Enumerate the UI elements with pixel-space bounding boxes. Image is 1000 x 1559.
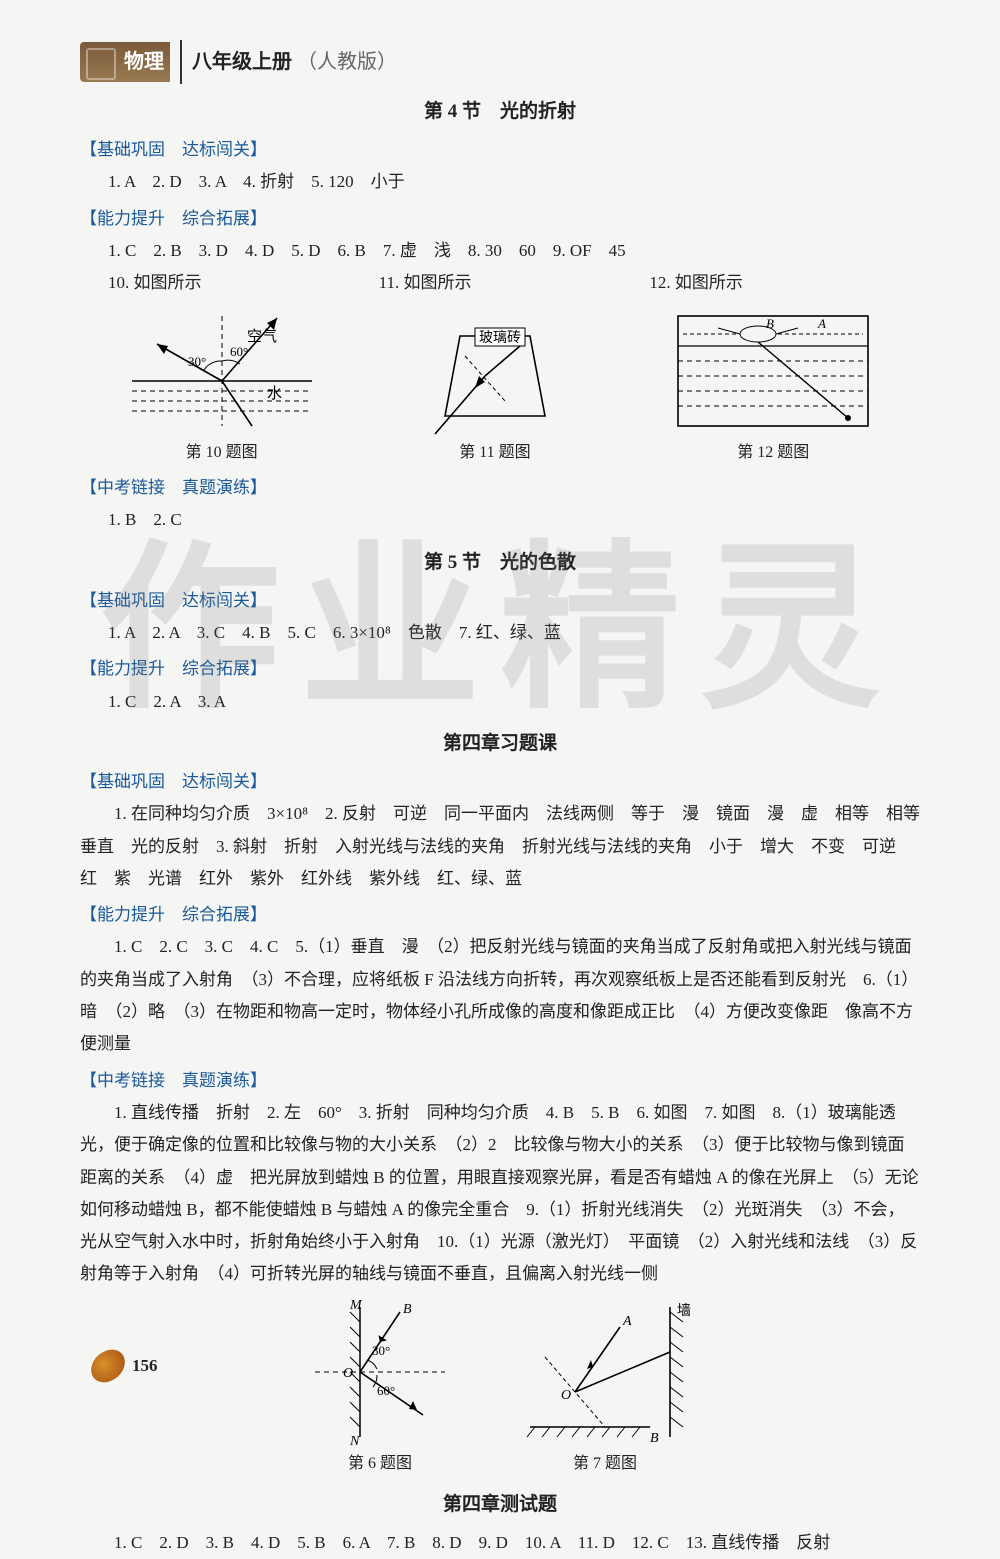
s4-zhongkao-ans: 1. B 2. C	[80, 504, 920, 536]
s5-nengli-head: 【能力提升 综合拓展】	[80, 653, 920, 685]
svg-text:M: M	[349, 1298, 363, 1313]
grade-label: 八年级上册	[192, 51, 292, 73]
s4-jichu-ans: 1. A 2. D 3. A 4. 折射 5. 120 小于	[80, 166, 920, 198]
svg-text:30°: 30°	[188, 354, 206, 369]
svg-text:B: B	[650, 1431, 659, 1446]
ch4r-nengli-head: 【能力提升 综合拓展】	[80, 899, 920, 931]
header-divider	[180, 40, 182, 84]
s4-zhongkao-head: 【中考链接 真题演练】	[80, 472, 920, 504]
fig11-caption: 第 11 题图	[405, 438, 585, 468]
fig12-caption: 第 12 题图	[668, 438, 878, 468]
s5-jichu-head: 【基础巩固 达标闯关】	[80, 585, 920, 617]
svg-text:60°: 60°	[377, 1383, 395, 1398]
section4-title: 第 4 节 光的折射	[80, 94, 920, 130]
s4-fig12-label: 12. 如图所示	[649, 267, 920, 299]
svg-text:B: B	[403, 1302, 412, 1317]
s4-nengli-head: 【能力提升 综合拓展】	[80, 203, 920, 235]
svg-text:B: B	[766, 316, 774, 331]
svg-text:水: 水	[267, 385, 282, 402]
figure-6: M B O N 30° 60° 第 6 题图	[295, 1297, 465, 1479]
svg-text:墙: 墙	[677, 1303, 691, 1319]
s4-fig11-label: 11. 如图所示	[379, 267, 650, 299]
edition-label: （人教版）	[297, 51, 397, 73]
svg-text:A: A	[622, 1314, 632, 1329]
ch4r-jichu-ans: 1. 在同种均匀介质 3×10⁸ 2. 反射 可逆 同一平面内 法线两侧 等于 …	[80, 798, 920, 895]
s4-jichu-head: 【基础巩固 达标闯关】	[80, 134, 920, 166]
s5-jichu-ans: 1. A 2. A 3. C 4. B 5. C 6. 3×10⁸ 色散 7. …	[80, 617, 920, 649]
figure-10: 30° 60° 空气 水 第 10 题图	[122, 306, 322, 468]
svg-text:60°: 60°	[230, 344, 248, 359]
svg-text:A: A	[817, 316, 826, 331]
ch4review-title: 第四章习题课	[80, 726, 920, 762]
pool-view-icon: B A	[668, 306, 878, 436]
section5-title: 第 5 节 光的色散	[80, 545, 920, 581]
subject-badge: 物理	[80, 42, 170, 82]
leaf-icon	[86, 1346, 130, 1387]
figure-12: B A 第 12 题图	[668, 306, 878, 468]
svg-text:30°: 30°	[372, 1343, 390, 1358]
fig7-caption: 第 7 题图	[505, 1449, 705, 1479]
svg-text:O: O	[343, 1366, 353, 1381]
subject-badge-text: 物理	[124, 43, 164, 81]
ch4r-zhongkao-ans: 1. 直线传播 折射 2. 左 60° 3. 折射 同种均匀介质 4. B 5.…	[80, 1097, 920, 1291]
ch4r-jichu-head: 【基础巩固 达标闯关】	[80, 766, 920, 798]
ch4r-nengli-ans: 1. C 2. C 3. C 4. C 5.（1）垂直 漫 （2）把反射光线与镜…	[80, 931, 920, 1060]
ch4test-ans: 1. C 2. D 3. B 4. D 5. B 6. A 7. B 8. D …	[80, 1527, 920, 1559]
svg-text:玻璃砖: 玻璃砖	[479, 329, 521, 346]
wall-reflection-icon: 墙 A B O	[505, 1297, 705, 1447]
s4-figure-row: 30° 60° 空气 水 第 10 题图 玻璃砖 第 11 题图	[80, 306, 920, 468]
fig6-caption: 第 6 题图	[295, 1449, 465, 1479]
ch4test-title: 第四章测试题	[80, 1487, 920, 1523]
s4-fig10-label: 10. 如图所示	[108, 267, 379, 299]
figure-7: 墙 A B O 第 7 题图	[505, 1297, 705, 1479]
page-footer: 156	[90, 1350, 158, 1382]
s4-nengli-fig-labels: 10. 如图所示 11. 如图所示 12. 如图所示	[80, 267, 920, 299]
glass-block-icon: 玻璃砖	[405, 306, 585, 436]
svg-text:空气: 空气	[247, 328, 277, 345]
svg-text:N: N	[349, 1434, 360, 1447]
figure-11: 玻璃砖 第 11 题图	[405, 306, 585, 468]
svg-text:O: O	[561, 1388, 571, 1403]
fig10-caption: 第 10 题图	[122, 438, 322, 468]
page-number: 156	[132, 1350, 158, 1382]
reflection-angle-icon: M B O N 30° 60°	[295, 1297, 465, 1447]
header-grade: 八年级上册 （人教版）	[192, 43, 397, 81]
s4-nengli-ans1: 1. C 2. B 3. D 4. D 5. D 6. B 7. 虚 浅 8. …	[80, 235, 920, 267]
ch4r-figure-row: M B O N 30° 60° 第 6 题图 墙	[80, 1297, 920, 1479]
page-header: 物理 八年级上册 （人教版）	[80, 40, 920, 84]
refraction-air-water-icon: 30° 60° 空气 水	[122, 306, 322, 436]
s5-nengli-ans: 1. C 2. A 3. A	[80, 686, 920, 718]
ch4r-zhongkao-head: 【中考链接 真题演练】	[80, 1065, 920, 1097]
